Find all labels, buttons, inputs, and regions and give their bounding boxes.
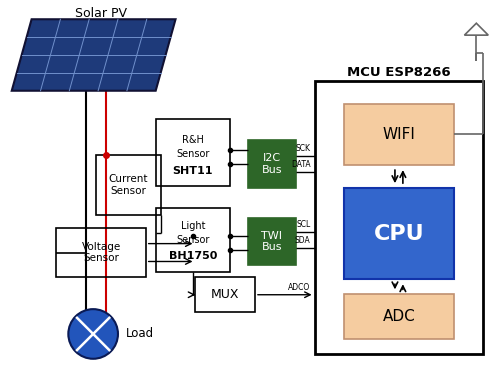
Text: BH1750: BH1750 (168, 251, 217, 261)
Text: Sensor: Sensor (176, 235, 210, 244)
Text: MUX: MUX (211, 288, 240, 301)
Bar (156, 118, 230, 186)
Text: ADC: ADC (382, 309, 416, 324)
Bar (196, 277, 255, 312)
Text: Load: Load (126, 327, 154, 340)
Bar (56, 228, 146, 277)
Circle shape (68, 309, 118, 359)
Text: SCL: SCL (296, 220, 310, 229)
Bar (344, 104, 454, 165)
Text: Light: Light (180, 221, 205, 231)
Bar (344, 188, 454, 279)
Text: WIFI: WIFI (382, 127, 416, 142)
Bar (248, 218, 296, 265)
Text: TWI
Bus: TWI Bus (262, 231, 282, 253)
Text: CPU: CPU (374, 224, 424, 244)
Bar (156, 208, 230, 272)
Text: SDA: SDA (295, 236, 310, 244)
Text: R&H: R&H (182, 135, 204, 146)
Text: Sensor: Sensor (176, 149, 210, 159)
Text: Voltage
Sensor: Voltage Sensor (82, 242, 120, 263)
Bar (248, 140, 296, 188)
Bar (314, 81, 484, 354)
Text: I2C
Bus: I2C Bus (262, 154, 282, 175)
Text: SHT11: SHT11 (172, 166, 213, 176)
Text: ADCO: ADCO (288, 283, 310, 292)
Text: Solar PV: Solar PV (75, 7, 127, 20)
Polygon shape (12, 19, 175, 91)
Text: MCU ESP8266: MCU ESP8266 (347, 66, 451, 79)
Bar (344, 294, 454, 339)
Text: SCK: SCK (296, 144, 310, 153)
Text: DATA: DATA (291, 160, 310, 169)
Bar (96, 155, 160, 215)
Text: Current
Sensor: Current Sensor (108, 174, 148, 196)
